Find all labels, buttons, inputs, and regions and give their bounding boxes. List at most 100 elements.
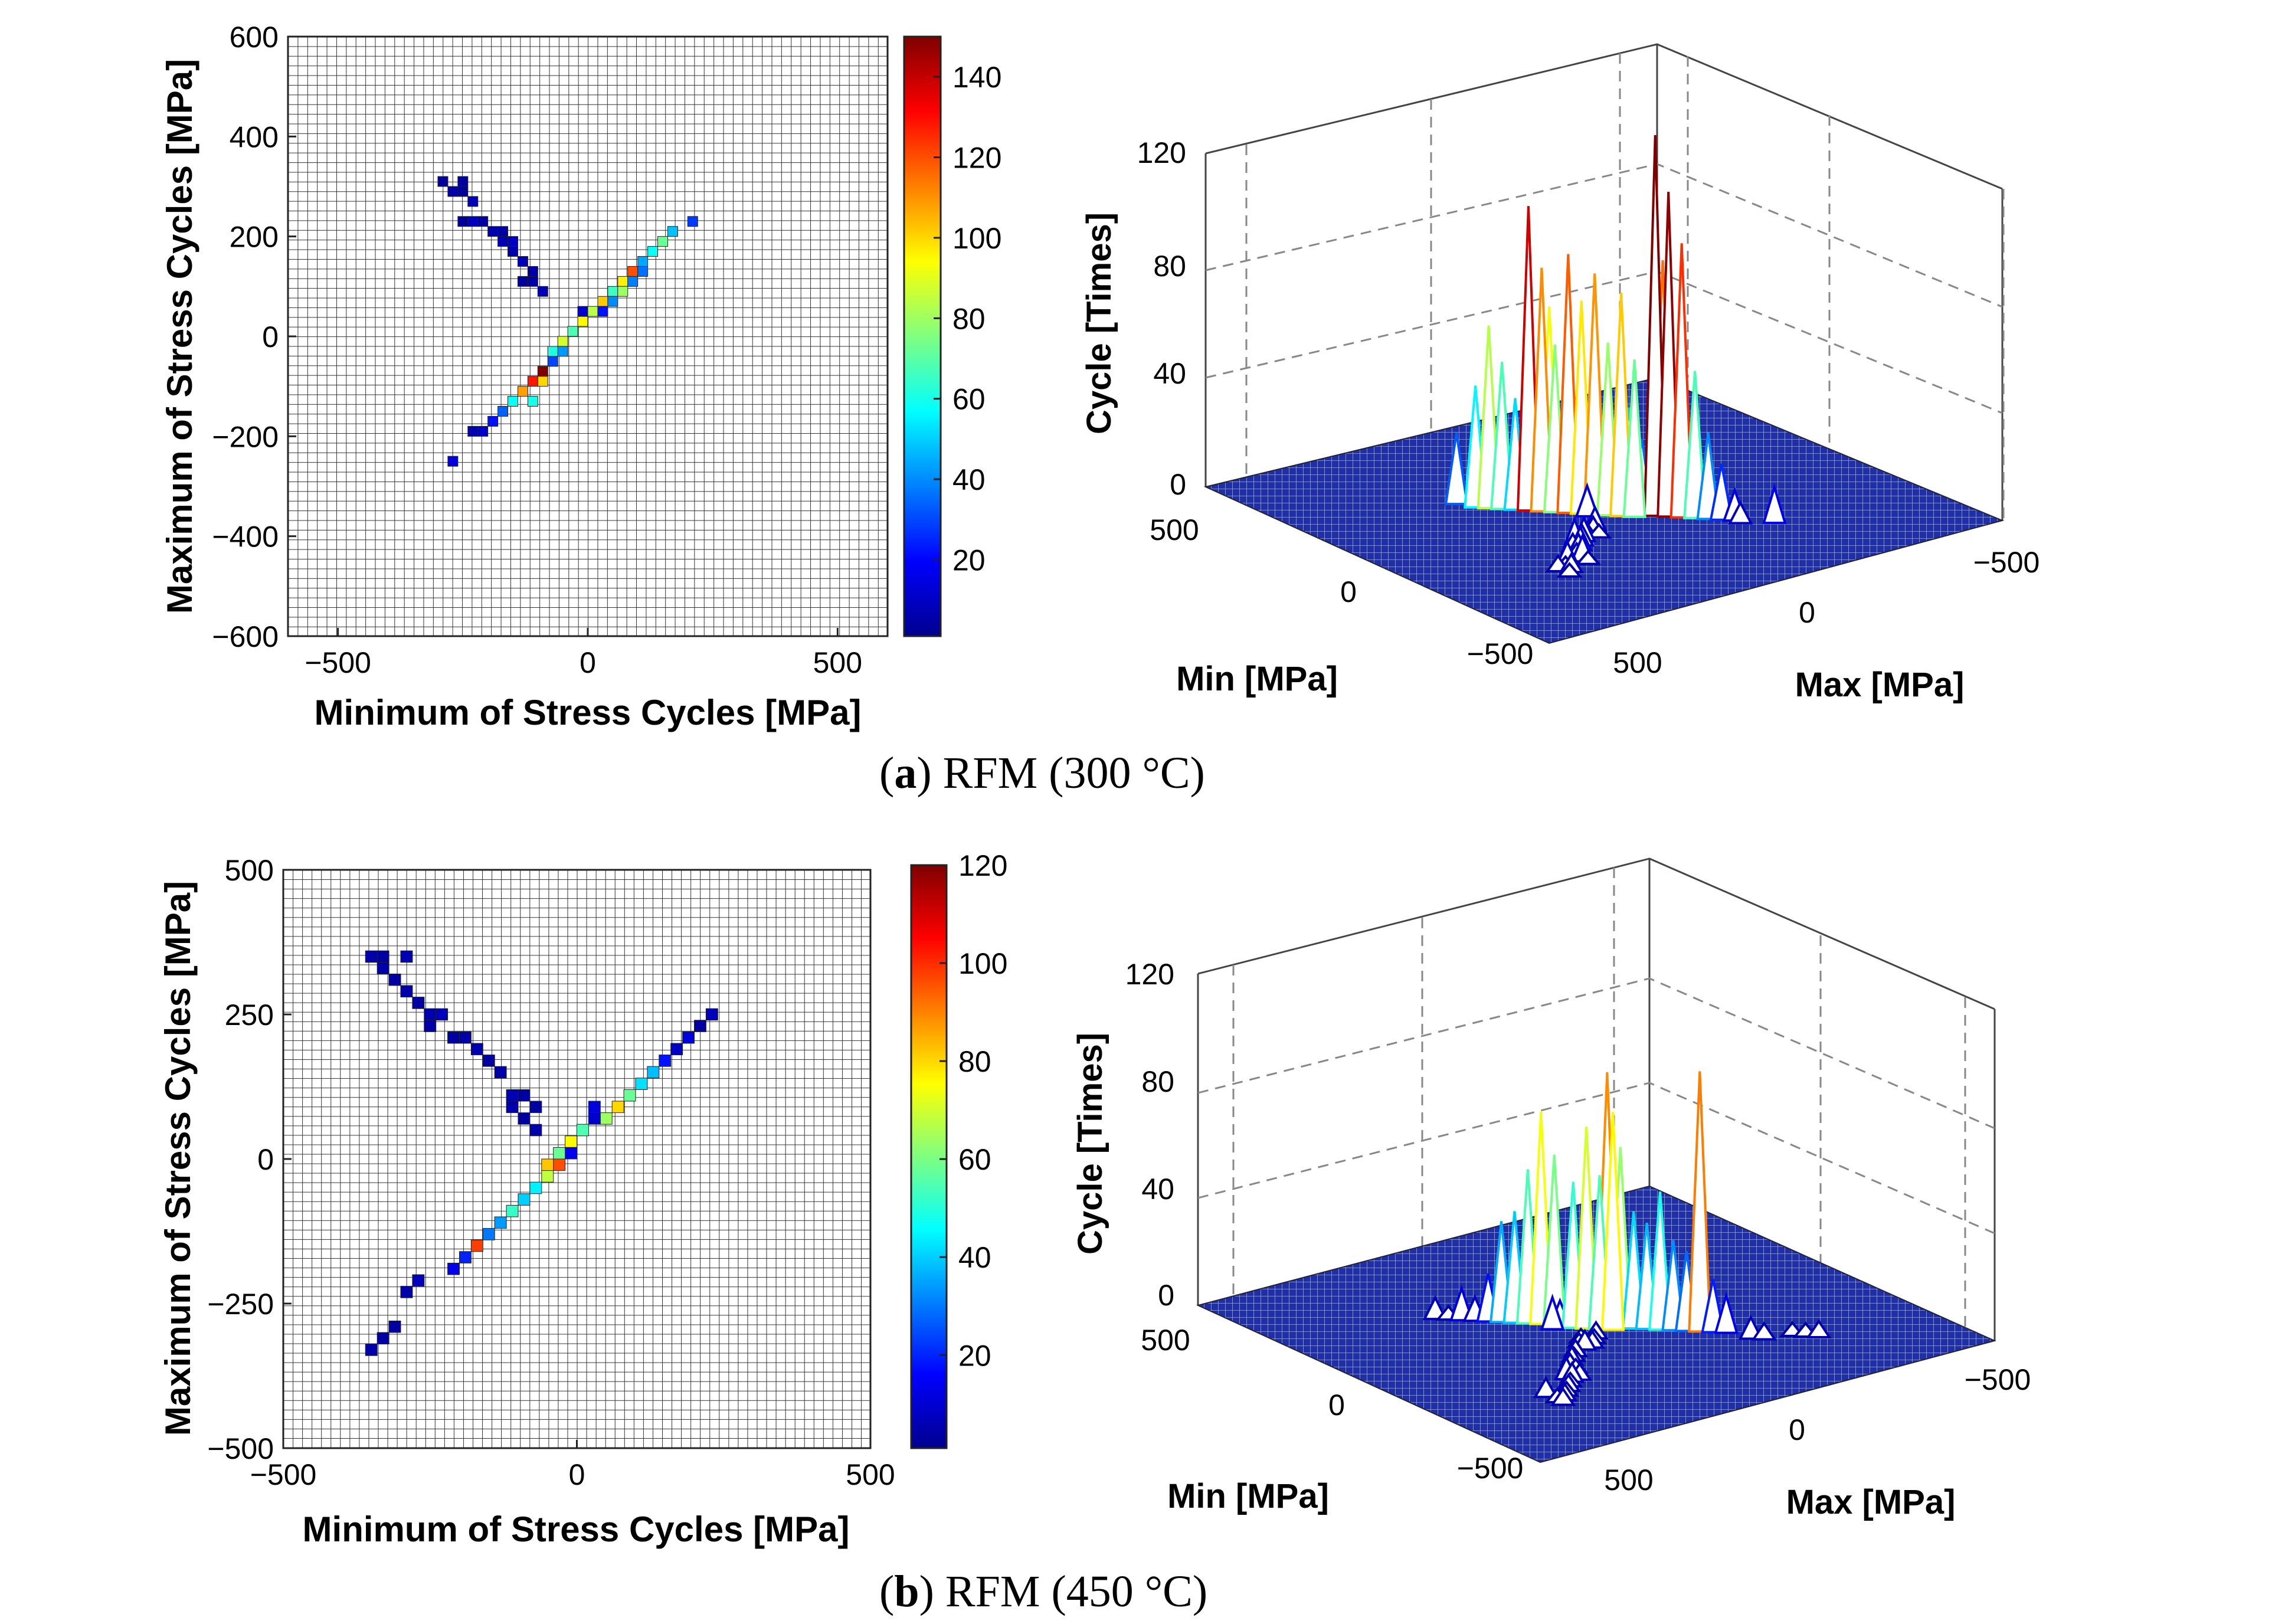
heatmap-b-cell (494, 1216, 507, 1229)
colorbar-a-ticks: 20 40 60 80 100 120 140 (934, 61, 1001, 577)
surface-a-ytick: 500 (1613, 646, 1662, 679)
heatmap-a-cell (547, 356, 558, 367)
heatmap-b-cell (470, 1043, 483, 1056)
surface-a-yticks: 500 0 −500 (1613, 546, 2040, 679)
heatmap-a-cell (457, 176, 469, 187)
heatmap-a-cb-tick-label: 140 (952, 61, 1001, 94)
heatmap-b-cb-tick-label: 40 (958, 1241, 991, 1274)
heatmap-a-grid (287, 35, 889, 637)
heatmap-b-cell (541, 1170, 554, 1183)
surface-a: 120 80 40 0 500 0 −500 500 0 −500 Cycle … (1080, 43, 2040, 704)
heatmap-b-cell (388, 973, 401, 986)
heatmap-a-cell (537, 286, 548, 297)
heatmap-b-cell (459, 1031, 472, 1044)
heatmap-b-cb-tick-label: 120 (958, 849, 1007, 882)
heatmap-b-cell (494, 1066, 507, 1079)
heatmap-a-ytick-label: 200 (230, 221, 279, 254)
heatmap-b: −500 0 500 −500 −250 0 250 500 Minimum of Stres… (158, 854, 895, 1549)
caption-a: (a) RFM (300 °C) (879, 748, 1205, 798)
surface-a-ztick: 80 (1153, 250, 1186, 283)
heatmap-b-cell (482, 1055, 495, 1067)
heatmap-a-cell (637, 256, 649, 267)
surface-b-zlabel: Cycle [Times] (1071, 1033, 1109, 1255)
surface-b-spike (1806, 1319, 1832, 1339)
heatmap-b-ytick-label: −500 (207, 1432, 274, 1465)
surface-b-xticks: 500 0 −500 (1141, 1324, 1523, 1485)
heatmap-b-cb-tick-label: 80 (958, 1045, 991, 1078)
surface-b-box (1197, 857, 1996, 1341)
heatmap-a-ytick-label: −600 (212, 620, 279, 653)
surface-a-ztick: 0 (1170, 468, 1186, 501)
heatmap-a-cell (627, 266, 639, 277)
surface-a-spike (1709, 463, 1734, 521)
heatmap-a-cb-tick-label: 80 (952, 302, 986, 335)
heatmap-b-cb-tick-label: 60 (958, 1143, 991, 1176)
heatmap-a-cell (537, 376, 548, 387)
surface-b-yticks: 500 0 −500 (1604, 1363, 2031, 1497)
heatmap-a-ytick-label: −400 (212, 520, 279, 554)
heatmap-b-cell (611, 1101, 624, 1114)
heatmap-a-cell (457, 186, 469, 197)
heatmap-b-cell (694, 1020, 706, 1032)
surface-a-spike (1574, 549, 1602, 565)
heatmap-a-ytick-label: 600 (230, 21, 279, 54)
heatmap-b-xtick-label: 500 (846, 1458, 895, 1491)
heatmap-b-cell (400, 1286, 413, 1298)
heatmap-b-cell (436, 1008, 449, 1021)
heatmap-b-cell (623, 1089, 636, 1102)
surface-b-zticks: 120 80 40 0 (1125, 958, 1174, 1312)
heatmap-a-cell (597, 306, 608, 317)
heatmap-b-ytick-label: 250 (225, 998, 274, 1032)
surface-a-spike (1669, 243, 1694, 519)
surface-b-xlabel: Min [MPa] (1167, 1477, 1329, 1515)
heatmap-a-cell (497, 406, 509, 417)
heatmap-b-cell (506, 1101, 519, 1114)
heatmap-b-ytick-label: 500 (225, 854, 274, 887)
surface-a-spike (1762, 483, 1787, 525)
heatmap-b-cell (553, 1147, 566, 1160)
surface-a-spike (1682, 371, 1707, 520)
surface-b-ztick: 0 (1158, 1279, 1174, 1312)
caption-b: (b) RFM (450 °C) (879, 1567, 1207, 1616)
heatmap-b-cell (470, 1239, 483, 1252)
heatmap-b-cell (553, 1158, 566, 1171)
heatmap-b-cb-tick-label: 100 (958, 947, 1007, 980)
heatmap-a-xtick-label: 0 (580, 646, 596, 679)
surface-a-peaks (1444, 135, 1787, 578)
surface-b-spike (1688, 1071, 1712, 1333)
heatmap-a-cell (508, 396, 518, 407)
heatmap-b-cell (529, 1181, 542, 1194)
heatmap-a-cell (517, 276, 528, 287)
surface-a-ylabel: Max [MPa] (1795, 666, 1965, 704)
heatmap-a-cell (617, 276, 628, 287)
surface-b-spike (1540, 1294, 1565, 1331)
heatmap-a-ytick-label: −200 (212, 420, 279, 453)
heatmap-a-cell (687, 216, 698, 227)
surface-b-xtick: 0 (1328, 1389, 1345, 1422)
heatmap-b-cell (377, 950, 389, 963)
heatmap-b-cell (377, 1332, 389, 1345)
heatmap-a-cell (467, 196, 479, 207)
caption-b-text: RFM (450 °C) (945, 1567, 1207, 1616)
surface-a-xlabel: Min [MPa] (1176, 660, 1338, 698)
surface-b-ylabel: Max [MPa] (1786, 1483, 1956, 1521)
heatmap-b-ylabel: Maximum of Stress Cycles [MPa] (158, 881, 198, 1436)
surface-a-xtick: 500 (1150, 513, 1199, 546)
surface-a-spike (1622, 359, 1646, 518)
surface-b-spike (1550, 1386, 1576, 1406)
heatmap-b-cell (670, 1043, 683, 1056)
surface-a-spike (1696, 432, 1720, 520)
surface-a-spike (1530, 267, 1554, 513)
heatmap-a-cb-tick-label: 100 (952, 222, 1001, 255)
heatmap-b-cell (506, 1089, 519, 1102)
heatmap-a-cell (527, 376, 538, 387)
heatmap-a-cell (467, 216, 479, 227)
heatmap-b-ytick-label: 0 (257, 1143, 274, 1176)
heatmap-a-cell (527, 396, 538, 407)
surface-a-box (1204, 43, 2004, 520)
heatmap-b-cell (518, 1193, 531, 1206)
heatmap-b-cell (388, 1320, 401, 1333)
heatmap-b-cell (588, 1112, 601, 1125)
heatmap-a-cb-tick-label: 40 (952, 463, 986, 496)
